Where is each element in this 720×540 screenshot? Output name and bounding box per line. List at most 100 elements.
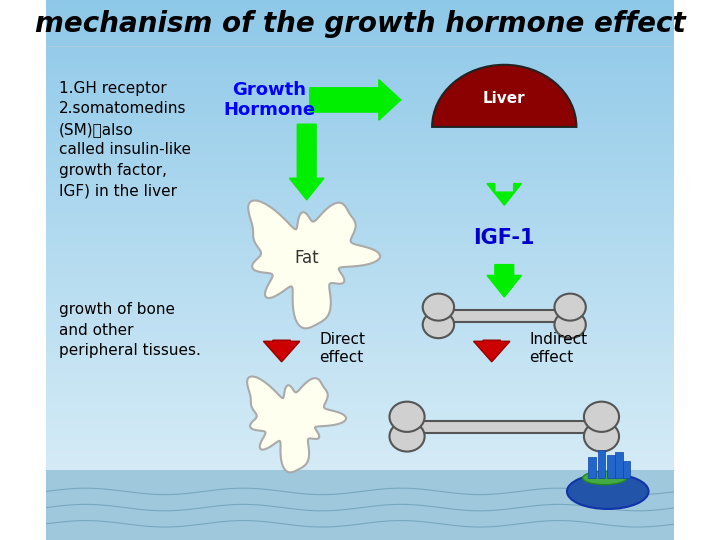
Bar — [46, 506, 674, 508]
Bar — [46, 324, 674, 326]
Bar — [46, 103, 674, 104]
Bar — [46, 315, 674, 317]
Text: Liver: Liver — [483, 91, 526, 106]
Bar — [46, 25, 674, 27]
Bar — [46, 335, 674, 336]
Bar — [46, 452, 674, 454]
Bar — [46, 340, 674, 342]
Bar — [46, 444, 674, 447]
Bar — [46, 177, 674, 178]
Bar — [46, 245, 674, 247]
Bar — [46, 54, 674, 56]
Bar — [46, 171, 674, 173]
Circle shape — [584, 421, 619, 451]
Bar — [46, 15, 674, 16]
Bar — [46, 157, 674, 158]
Bar — [46, 243, 674, 245]
Bar — [46, 139, 674, 140]
Bar — [46, 182, 674, 184]
Bar — [46, 223, 674, 225]
Bar — [46, 363, 674, 366]
Bar — [46, 255, 674, 258]
Bar — [46, 110, 674, 112]
Bar — [46, 326, 674, 328]
Bar — [46, 225, 674, 227]
Bar — [46, 130, 674, 131]
Bar — [46, 405, 674, 407]
Bar — [46, 31, 674, 32]
FancyArrow shape — [474, 340, 510, 362]
Bar — [46, 475, 674, 477]
Bar — [46, 464, 674, 466]
Bar — [46, 520, 674, 522]
Bar — [46, 196, 674, 198]
Bar — [46, 45, 674, 47]
Bar — [46, 23, 674, 25]
Bar — [46, 123, 674, 124]
Bar — [46, 479, 674, 481]
Bar — [46, 382, 674, 383]
Bar — [46, 83, 674, 85]
Bar — [46, 281, 674, 282]
Bar — [46, 292, 674, 293]
Bar — [46, 85, 674, 86]
Bar — [46, 79, 674, 81]
Bar — [46, 447, 674, 448]
Bar — [46, 214, 674, 216]
Ellipse shape — [582, 471, 626, 485]
Bar — [46, 191, 674, 193]
Bar — [46, 425, 674, 427]
Bar — [46, 491, 674, 493]
Bar — [46, 142, 674, 144]
Bar — [46, 252, 674, 254]
Bar — [46, 356, 674, 358]
Wedge shape — [432, 65, 577, 127]
Bar — [46, 524, 674, 525]
Bar — [46, 268, 674, 270]
Bar — [46, 76, 674, 77]
Bar — [46, 173, 674, 174]
Bar — [46, 140, 674, 142]
Bar — [46, 420, 674, 421]
Bar — [46, 312, 674, 313]
Bar — [46, 266, 674, 268]
Bar — [46, 374, 674, 376]
Bar — [46, 39, 674, 42]
Bar — [46, 0, 674, 2]
Bar — [46, 328, 674, 329]
Circle shape — [390, 421, 425, 451]
Bar — [46, 436, 674, 437]
Bar — [46, 158, 674, 160]
Bar — [46, 538, 674, 540]
Bar — [46, 360, 674, 362]
Bar — [46, 522, 674, 524]
Bar — [46, 151, 674, 153]
Bar — [46, 308, 674, 309]
Bar — [46, 385, 674, 387]
Bar — [46, 38, 674, 39]
Bar — [46, 169, 674, 171]
Bar — [46, 509, 674, 511]
Bar — [46, 119, 674, 120]
Bar — [46, 104, 674, 106]
Bar — [46, 43, 674, 45]
Bar — [46, 216, 674, 218]
Bar — [46, 52, 674, 54]
Bar — [46, 441, 674, 443]
Bar — [46, 258, 674, 259]
Bar — [46, 484, 674, 486]
Bar — [46, 66, 674, 69]
Bar — [46, 231, 674, 232]
Bar — [46, 180, 674, 182]
Bar — [46, 277, 674, 279]
Bar — [46, 398, 674, 400]
Bar — [46, 497, 674, 498]
Bar — [46, 434, 674, 436]
Bar — [46, 86, 674, 88]
Bar — [46, 189, 674, 191]
Bar — [46, 115, 674, 117]
Bar — [46, 518, 674, 520]
Bar — [46, 239, 674, 241]
Text: Growth
Hormone: Growth Hormone — [223, 80, 315, 119]
Bar — [46, 329, 674, 331]
